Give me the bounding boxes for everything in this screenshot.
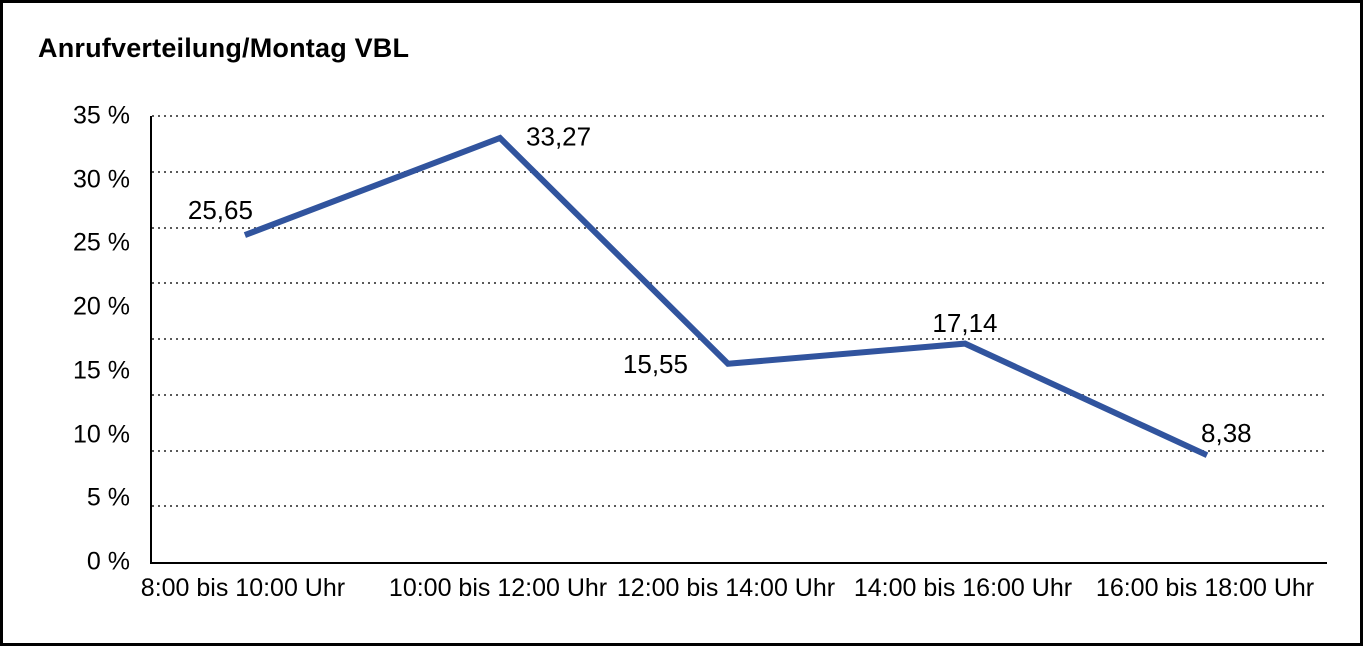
- gridline: [152, 449, 1327, 452]
- data-label: 25,65: [187, 195, 253, 226]
- y-tick-label: 25 %: [73, 228, 130, 257]
- plot-area: 25,65 33,27 15,55 17,14 8,38: [150, 115, 1327, 564]
- line-series: [243, 134, 1209, 458]
- x-tick-label: 14:00 bis 16:00 Uhr: [853, 574, 1073, 602]
- gridline: [152, 505, 1327, 508]
- x-tick-label: 12:00 bis 14:00 Uhr: [616, 574, 836, 602]
- chart-title: Anrufverteilung/Montag VBL: [38, 33, 410, 63]
- y-tick-label: 15 %: [73, 356, 130, 385]
- data-label: 15,55: [622, 348, 688, 379]
- y-tick-label: 10 %: [73, 420, 130, 449]
- data-label: 17,14: [932, 307, 998, 338]
- gridline: [152, 338, 1327, 340]
- gridline: [152, 170, 1327, 173]
- gridline: [152, 226, 1327, 229]
- y-tick-label: 5 %: [86, 483, 130, 512]
- line-chart-canvas: [243, 134, 1209, 458]
- x-tick-label: 8:00 bis 10:00 Uhr: [140, 574, 346, 602]
- y-tick-label: 30 %: [73, 165, 130, 194]
- gridline: [152, 393, 1327, 396]
- y-tick-label: 35 %: [73, 101, 130, 130]
- data-label: 8,38: [1201, 418, 1252, 449]
- x-tick-label: 10:00 bis 12:00 Uhr: [388, 574, 608, 602]
- x-tick-label: 16:00 bis 18:00 Uhr: [1095, 574, 1315, 602]
- gridline: [152, 115, 1327, 117]
- gridline: [152, 282, 1327, 285]
- y-tick-label: 0 %: [86, 547, 130, 576]
- data-label: 33,27: [526, 121, 592, 152]
- y-tick-label: 20 %: [73, 292, 130, 321]
